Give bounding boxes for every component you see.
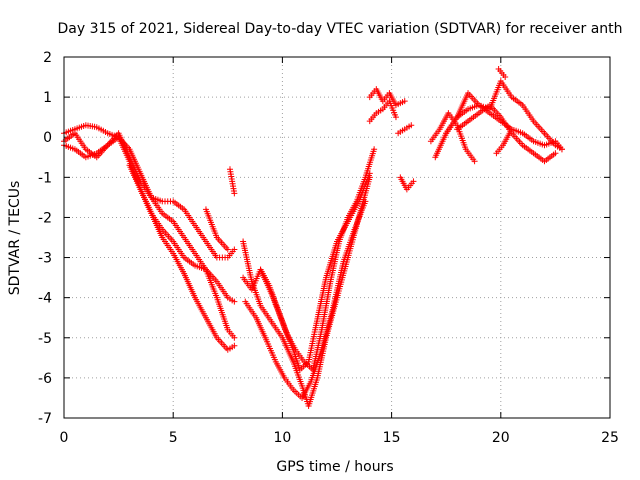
series [366,86,408,109]
data-point [408,122,415,129]
y-tick-label: -5 [38,331,52,347]
data-point [401,98,408,105]
y-tick-label: 1 [43,90,52,106]
y-tick-label: -7 [38,411,52,427]
x-tick-label: 25 [601,430,619,446]
series [366,98,399,125]
series [61,130,238,341]
data-point [231,246,238,253]
data-points [61,66,565,409]
series [493,130,513,157]
x-tick-label: 20 [492,430,510,446]
data-point [362,198,369,205]
x-tick-label: 5 [169,430,178,446]
series [61,130,238,261]
data-point [224,246,231,253]
data-point [558,146,565,153]
series [202,206,231,253]
y-tick-label: -4 [38,291,52,307]
data-point [371,146,378,153]
y-axis-title: SDTVAR / TECUs [7,181,23,296]
series [257,146,378,373]
series [126,162,238,353]
data-point [471,158,478,165]
y-tick-label: -3 [38,251,52,267]
data-point [392,114,399,121]
series [242,198,369,401]
y-tick-label: 0 [43,130,52,146]
series [395,122,415,137]
x-tick-label: 10 [273,430,291,446]
x-axis-title: GPS time / hours [276,459,393,475]
series [454,102,559,165]
series [443,78,565,153]
series [495,66,509,81]
data-point [231,298,238,305]
x-tick-label: 15 [383,430,401,446]
x-tick-label: 0 [60,430,69,446]
y-tick-label: -6 [38,371,52,387]
data-point [410,178,417,185]
plot-frame [63,56,611,419]
chart-title: Day 315 of 2021, Sidereal Day-to-day VTE… [57,21,622,37]
series [397,174,417,193]
data-point [552,150,559,157]
data-point [506,130,513,137]
data-point [231,334,238,341]
y-tick-label: -2 [38,210,52,226]
data-point [231,342,238,349]
series [226,166,238,197]
y-tick-label: 2 [43,50,52,66]
data-point [231,190,238,197]
series [240,174,373,409]
data-point [502,74,509,81]
y-tick-label: -1 [38,170,52,186]
